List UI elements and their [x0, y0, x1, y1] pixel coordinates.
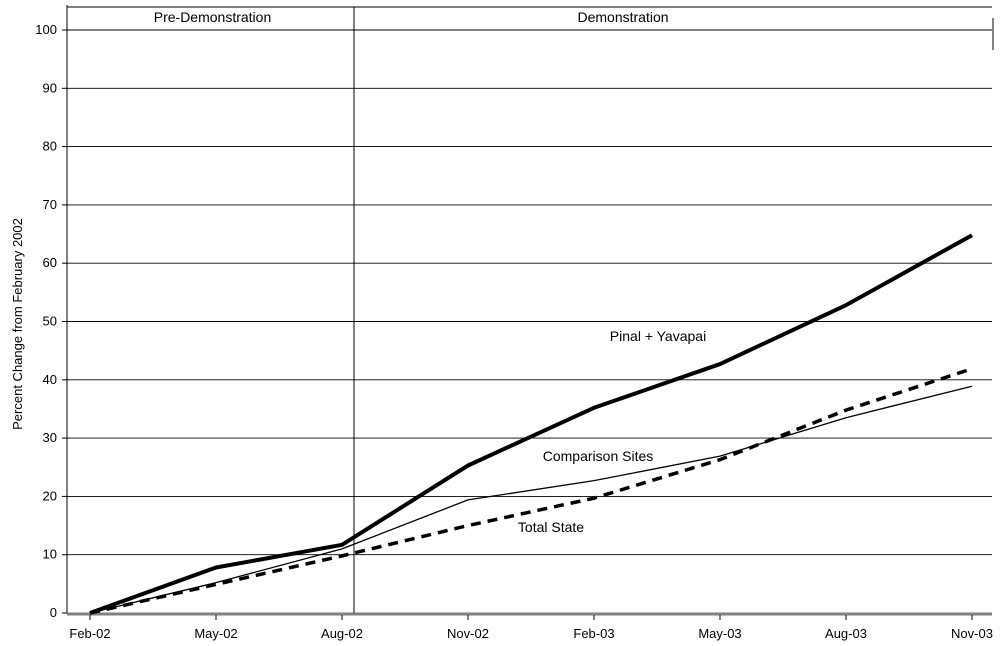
period-label-demonstration: Demonstration [577, 9, 668, 25]
series-line-comparison-sites [89, 385, 973, 614]
x-axis-ticks: Feb-02 May-02 Aug-02 Nov-02 Feb-03 May-03 Aug-… [69, 615, 993, 641]
series-label-total-state: Total State [518, 519, 584, 535]
series-lines [89, 233, 973, 615]
y-tick-label-90: 90 [43, 80, 57, 95]
y-tick-label-60: 60 [43, 255, 57, 270]
y-tick-label-20: 20 [43, 488, 57, 503]
x-tick-label-Feb-02: Feb-02 [69, 626, 110, 641]
period-dividers: Pre-Demonstration Demonstration [154, 7, 669, 613]
y-tick-label-30: 30 [43, 430, 57, 445]
y-tick-label-50: 50 [43, 314, 57, 329]
x-tick-label-Aug-02: Aug-02 [321, 626, 363, 641]
series-line-pinal-yavapai [89, 233, 973, 615]
x-tick-label-May-03: May-03 [698, 626, 741, 641]
y-tick-label-40: 40 [43, 372, 57, 387]
period-label-pre-demonstration: Pre-Demonstration [154, 9, 272, 25]
x-tick-label-Feb-03: Feb-03 [573, 626, 614, 641]
x-tick-label-Nov-03: Nov-03 [951, 626, 993, 641]
y-tick-label-0: 0 [50, 605, 57, 620]
y-axis-label: Percent Change from February 2002 [10, 218, 25, 430]
x-tick-label-Nov-02: Nov-02 [447, 626, 489, 641]
series-label-pinal-yavapai: Pinal + Yavapai [610, 328, 706, 344]
gridlines [66, 5, 994, 616]
x-tick-label-Aug-03: Aug-03 [825, 626, 867, 641]
y-axis-ticks: 0 10 20 30 40 50 60 70 80 90 100 [35, 22, 67, 620]
series-annotations: Pinal + Yavapai Comparison Sites Total Sta… [518, 328, 706, 535]
y-tick-label-100: 100 [35, 22, 57, 37]
y-tick-label-70: 70 [43, 197, 57, 212]
y-tick-label-80: 80 [43, 139, 57, 154]
y-tick-label-10: 10 [43, 547, 57, 562]
x-tick-label-May-02: May-02 [194, 626, 237, 641]
series-label-comparison-sites: Comparison Sites [543, 448, 654, 464]
